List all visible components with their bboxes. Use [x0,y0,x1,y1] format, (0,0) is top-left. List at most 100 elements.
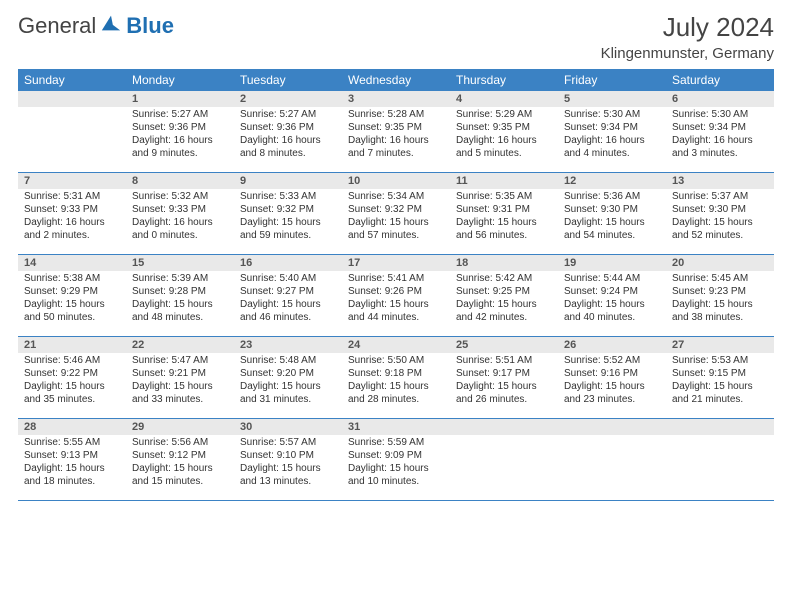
day-number: 11 [450,173,558,189]
sunset-line: Sunset: 9:31 PM [456,204,552,217]
sunset-line: Sunset: 9:25 PM [456,286,552,299]
sunset-line: Sunset: 9:23 PM [672,286,768,299]
day-number: 18 [450,255,558,271]
calendar-cell: 20Sunrise: 5:45 AMSunset: 9:23 PMDayligh… [666,255,774,337]
sunset-line: Sunset: 9:33 PM [132,204,228,217]
day-number: 6 [666,91,774,107]
day-info: Sunrise: 5:36 AMSunset: 9:30 PMDaylight:… [558,189,666,246]
dow-friday: Friday [558,69,666,91]
day-info: Sunrise: 5:50 AMSunset: 9:18 PMDaylight:… [342,353,450,410]
sunrise-line: Sunrise: 5:27 AM [132,109,228,122]
sunset-line: Sunset: 9:21 PM [132,368,228,381]
calendar-cell: 18Sunrise: 5:42 AMSunset: 9:25 PMDayligh… [450,255,558,337]
calendar-header-row: SundayMondayTuesdayWednesdayThursdayFrid… [18,69,774,91]
sunrise-line: Sunrise: 5:40 AM [240,273,336,286]
sunset-line: Sunset: 9:16 PM [564,368,660,381]
day-number: 29 [126,419,234,435]
calendar-cell: 15Sunrise: 5:39 AMSunset: 9:28 PMDayligh… [126,255,234,337]
month-year: July 2024 [601,12,774,43]
sunset-line: Sunset: 9:15 PM [672,368,768,381]
daylight-line: Daylight: 15 hours and 52 minutes. [672,217,768,243]
sunset-line: Sunset: 9:18 PM [348,368,444,381]
logo-text-2: Blue [126,13,174,39]
day-info: Sunrise: 5:48 AMSunset: 9:20 PMDaylight:… [234,353,342,410]
daylight-line: Daylight: 16 hours and 3 minutes. [672,135,768,161]
day-info: Sunrise: 5:46 AMSunset: 9:22 PMDaylight:… [18,353,126,410]
calendar-cell: 14Sunrise: 5:38 AMSunset: 9:29 PMDayligh… [18,255,126,337]
sunrise-line: Sunrise: 5:50 AM [348,355,444,368]
day-info: Sunrise: 5:27 AMSunset: 9:36 PMDaylight:… [126,107,234,164]
calendar-cell: 30Sunrise: 5:57 AMSunset: 9:10 PMDayligh… [234,419,342,501]
calendar-cell: 26Sunrise: 5:52 AMSunset: 9:16 PMDayligh… [558,337,666,419]
day-number: 23 [234,337,342,353]
sunset-line: Sunset: 9:17 PM [456,368,552,381]
calendar-cell-blank [18,91,126,173]
day-info: Sunrise: 5:30 AMSunset: 9:34 PMDaylight:… [666,107,774,164]
sunset-line: Sunset: 9:27 PM [240,286,336,299]
day-number: 16 [234,255,342,271]
day-number: 12 [558,173,666,189]
calendar-cell: 11Sunrise: 5:35 AMSunset: 9:31 PMDayligh… [450,173,558,255]
daylight-line: Daylight: 16 hours and 9 minutes. [132,135,228,161]
sunrise-line: Sunrise: 5:57 AM [240,437,336,450]
day-info: Sunrise: 5:29 AMSunset: 9:35 PMDaylight:… [450,107,558,164]
sunset-line: Sunset: 9:09 PM [348,450,444,463]
sunrise-line: Sunrise: 5:46 AM [24,355,120,368]
daylight-line: Daylight: 16 hours and 2 minutes. [24,217,120,243]
sunset-line: Sunset: 9:24 PM [564,286,660,299]
daylight-line: Daylight: 15 hours and 21 minutes. [672,381,768,407]
day-number: 31 [342,419,450,435]
dow-wednesday: Wednesday [342,69,450,91]
calendar-cell-blank [450,419,558,501]
day-number: 3 [342,91,450,107]
calendar-cell: 7Sunrise: 5:31 AMSunset: 9:33 PMDaylight… [18,173,126,255]
daylight-line: Daylight: 15 hours and 18 minutes. [24,463,120,489]
day-number: 17 [342,255,450,271]
day-info: Sunrise: 5:53 AMSunset: 9:15 PMDaylight:… [666,353,774,410]
sunset-line: Sunset: 9:22 PM [24,368,120,381]
sunset-line: Sunset: 9:12 PM [132,450,228,463]
day-info: Sunrise: 5:32 AMSunset: 9:33 PMDaylight:… [126,189,234,246]
sunset-line: Sunset: 9:35 PM [456,122,552,135]
sunrise-line: Sunrise: 5:33 AM [240,191,336,204]
calendar-body: 1Sunrise: 5:27 AMSunset: 9:36 PMDaylight… [18,91,774,501]
daylight-line: Daylight: 15 hours and 57 minutes. [348,217,444,243]
calendar-cell: 6Sunrise: 5:30 AMSunset: 9:34 PMDaylight… [666,91,774,173]
day-info: Sunrise: 5:38 AMSunset: 9:29 PMDaylight:… [18,271,126,328]
sunrise-line: Sunrise: 5:45 AM [672,273,768,286]
day-info: Sunrise: 5:55 AMSunset: 9:13 PMDaylight:… [18,435,126,492]
day-number: 19 [558,255,666,271]
day-number: 10 [342,173,450,189]
day-info: Sunrise: 5:59 AMSunset: 9:09 PMDaylight:… [342,435,450,492]
sunset-line: Sunset: 9:26 PM [348,286,444,299]
calendar-cell: 4Sunrise: 5:29 AMSunset: 9:35 PMDaylight… [450,91,558,173]
sunset-line: Sunset: 9:20 PM [240,368,336,381]
dow-monday: Monday [126,69,234,91]
calendar-cell: 29Sunrise: 5:56 AMSunset: 9:12 PMDayligh… [126,419,234,501]
title-block: July 2024 Klingenmunster, Germany [601,12,774,63]
daylight-line: Daylight: 15 hours and 59 minutes. [240,217,336,243]
day-info: Sunrise: 5:33 AMSunset: 9:32 PMDaylight:… [234,189,342,246]
sunset-line: Sunset: 9:34 PM [564,122,660,135]
calendar-cell: 28Sunrise: 5:55 AMSunset: 9:13 PMDayligh… [18,419,126,501]
calendar-cell: 16Sunrise: 5:40 AMSunset: 9:27 PMDayligh… [234,255,342,337]
daylight-line: Daylight: 15 hours and 38 minutes. [672,299,768,325]
calendar-cell: 2Sunrise: 5:27 AMSunset: 9:36 PMDaylight… [234,91,342,173]
dow-saturday: Saturday [666,69,774,91]
calendar-cell: 5Sunrise: 5:30 AMSunset: 9:34 PMDaylight… [558,91,666,173]
day-number: 4 [450,91,558,107]
daylight-line: Daylight: 15 hours and 26 minutes. [456,381,552,407]
calendar-cell: 1Sunrise: 5:27 AMSunset: 9:36 PMDaylight… [126,91,234,173]
daylight-line: Daylight: 15 hours and 10 minutes. [348,463,444,489]
calendar-cell: 19Sunrise: 5:44 AMSunset: 9:24 PMDayligh… [558,255,666,337]
day-info: Sunrise: 5:31 AMSunset: 9:33 PMDaylight:… [18,189,126,246]
calendar-cell: 22Sunrise: 5:47 AMSunset: 9:21 PMDayligh… [126,337,234,419]
sunrise-line: Sunrise: 5:31 AM [24,191,120,204]
day-info: Sunrise: 5:42 AMSunset: 9:25 PMDaylight:… [450,271,558,328]
daylight-line: Daylight: 15 hours and 42 minutes. [456,299,552,325]
sunset-line: Sunset: 9:32 PM [240,204,336,217]
sunrise-line: Sunrise: 5:35 AM [456,191,552,204]
sunrise-line: Sunrise: 5:41 AM [348,273,444,286]
day-info: Sunrise: 5:35 AMSunset: 9:31 PMDaylight:… [450,189,558,246]
sunset-line: Sunset: 9:30 PM [672,204,768,217]
